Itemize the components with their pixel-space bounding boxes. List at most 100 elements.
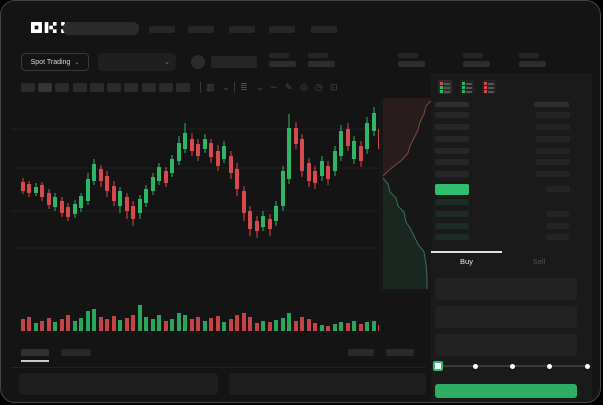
chevron-down-icon: ⌄ — [164, 59, 170, 66]
bid-row-price[interactable] — [435, 199, 469, 205]
buy-submit-button[interactable] — [435, 384, 577, 398]
ask-row-price[interactable] — [435, 136, 469, 142]
last-price-amount — [546, 186, 570, 192]
tab-sell[interactable]: Sell — [532, 257, 546, 266]
coin-icon — [191, 55, 205, 69]
bid-row-price[interactable] — [435, 234, 469, 240]
icon-row — [462, 86, 472, 89]
amount-input[interactable] — [435, 306, 577, 328]
icon-row — [484, 90, 494, 93]
slider-step-dot[interactable] — [473, 363, 478, 369]
timeframe-button[interactable] — [73, 83, 87, 92]
bottom-action-placeholder[interactable] — [386, 349, 414, 356]
ticker-stat-value — [463, 61, 490, 67]
ticker-stat-label — [519, 53, 539, 58]
timeframe-button[interactable] — [176, 83, 190, 92]
chevron-down-icon: ⌄ — [74, 59, 80, 66]
timeframe-button[interactable] — [142, 83, 156, 92]
nav-item-placeholder[interactable] — [188, 26, 214, 33]
total-input[interactable] — [435, 334, 577, 356]
ask-row-amount[interactable] — [536, 124, 570, 130]
ask-row-price[interactable] — [435, 124, 469, 130]
timeframe-button[interactable] — [55, 83, 69, 92]
market-type-selector[interactable]: Spot Trading ⌄ — [21, 53, 89, 71]
ticker-stat-label — [269, 53, 289, 58]
orderbook-layout-asks-icon[interactable] — [482, 80, 496, 94]
ask-row-amount[interactable] — [536, 148, 570, 154]
candlestick-chart[interactable] — [11, 96, 379, 336]
bid-row-amount[interactable] — [546, 223, 569, 229]
ask-row-amount[interactable] — [536, 136, 570, 142]
tab-open-orders[interactable] — [21, 349, 49, 356]
slider-step-dot[interactable] — [547, 363, 552, 369]
icon-row — [484, 82, 494, 85]
nav-item-placeholder[interactable] — [229, 26, 255, 33]
orderbook-layout-bids-icon[interactable] — [460, 80, 474, 94]
open-orders-tab-underline — [21, 360, 49, 362]
pair-selector[interactable]: ⌄ — [98, 53, 176, 71]
camera-icon[interactable]: ◎ — [300, 82, 308, 92]
orderbook-layout-both-icon[interactable] — [438, 80, 452, 94]
timeframe-button[interactable] — [38, 83, 52, 92]
bid-row-price[interactable] — [435, 223, 469, 229]
ask-row-amount[interactable] — [536, 112, 570, 118]
search-input[interactable] — [63, 22, 139, 35]
nav-item-placeholder[interactable] — [149, 26, 175, 33]
tab-order-history[interactable] — [61, 349, 91, 356]
last-price-placeholder — [211, 56, 257, 68]
ticker-stat-label — [308, 53, 328, 58]
orderbook-price-header — [435, 102, 469, 107]
timeframe-button[interactable] — [90, 83, 104, 92]
timeframe-button[interactable] — [159, 83, 173, 92]
ticker-stat-value — [398, 61, 425, 67]
ticker-stat-value — [308, 61, 335, 67]
ticker-stat-label — [398, 53, 418, 58]
nav-item-placeholder[interactable] — [269, 26, 295, 33]
draw-icon[interactable]: ✎ — [285, 82, 293, 92]
bottom-panel — [19, 373, 218, 395]
tab-buy[interactable]: Buy — [460, 257, 473, 266]
icon-row — [440, 86, 450, 89]
bid-row-amount[interactable] — [546, 211, 569, 217]
ask-row-price[interactable] — [435, 159, 469, 165]
indicators-icon[interactable]: ≣ — [240, 82, 248, 92]
icon-row — [484, 86, 494, 89]
timeframe-button[interactable] — [107, 83, 121, 92]
chevron-down-icon[interactable]: ⌄ — [256, 82, 264, 92]
timeframe-button[interactable] — [124, 83, 138, 92]
depth-chart — [379, 98, 431, 291]
bottom-divider — [11, 367, 426, 368]
ask-row-price[interactable] — [435, 148, 469, 154]
slider-handle[interactable] — [433, 361, 443, 371]
fullscreen-icon[interactable]: ⊡ — [330, 82, 338, 92]
icon-row — [440, 82, 450, 85]
ask-row-amount[interactable] — [536, 159, 570, 165]
bottom-action-placeholder[interactable] — [348, 349, 374, 356]
slider-step-dot[interactable] — [510, 363, 515, 369]
bottom-panel — [229, 373, 426, 395]
icon-row — [462, 90, 472, 93]
ask-row-price[interactable] — [435, 171, 469, 177]
candle-type-icon[interactable]: ▥ — [206, 82, 215, 92]
icon-row — [440, 90, 450, 93]
nav-item-placeholder[interactable] — [311, 26, 337, 33]
last-price-indicator — [435, 184, 469, 195]
ticker-stat-label — [463, 53, 483, 58]
bid-row-amount[interactable] — [546, 234, 569, 240]
divider: │ — [198, 82, 204, 92]
chevron-down-icon[interactable]: ⌄ — [222, 82, 230, 92]
ticker-stat-value — [269, 61, 296, 67]
slider-step-dot[interactable] — [585, 363, 590, 369]
price-input[interactable] — [435, 278, 577, 300]
ask-row-amount[interactable] — [536, 171, 570, 177]
ask-row-price[interactable] — [435, 112, 469, 118]
orderbook-amount-header — [534, 102, 569, 107]
timeframe-button[interactable] — [21, 83, 35, 92]
line-tool-icon[interactable]: ∼ — [270, 82, 278, 92]
history-icon[interactable]: ◷ — [315, 82, 323, 92]
bid-row-price[interactable] — [435, 211, 469, 217]
divider: │ — [232, 82, 238, 92]
icon-row — [462, 82, 472, 85]
buy-tab-indicator — [431, 251, 502, 253]
